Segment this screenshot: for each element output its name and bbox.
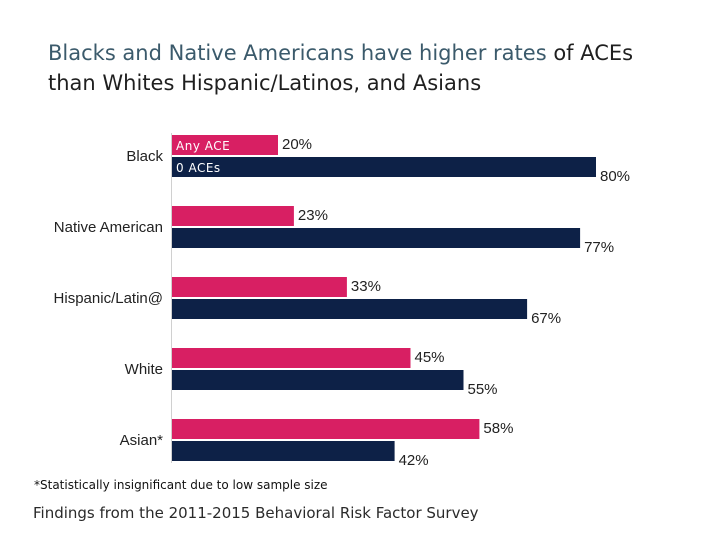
title-part-1: Blacks and Native Americans have higher … <box>48 41 547 65</box>
category-label: Black <box>126 148 163 165</box>
bar-any-ace <box>172 277 347 297</box>
data-label: 33% <box>351 278 381 295</box>
bar-zero-aces <box>172 370 464 390</box>
title-part-2: of ACEs <box>546 41 634 65</box>
category-label: Hispanic/Latin@ <box>54 290 163 307</box>
data-label: 58% <box>483 420 513 437</box>
bar-zero-aces <box>172 441 395 461</box>
bar-zero-aces <box>172 228 581 248</box>
title-line-2: than Whites Hispanic/Latinos, and Asians <box>48 71 482 95</box>
chart-title: Blacks and Native Americans have higher … <box>48 38 688 98</box>
footnote: *Statistically insignificant due to low … <box>34 478 328 492</box>
category-label: Asian* <box>120 432 164 449</box>
bar-any-ace <box>172 419 480 439</box>
legend-entry-any-ace: Any ACE <box>176 139 230 153</box>
bar-zero-aces <box>172 157 596 177</box>
data-label: 23% <box>298 207 328 224</box>
source-note: Findings from the 2011-2015 Behavioral R… <box>33 504 479 522</box>
bar-any-ace <box>172 135 278 155</box>
data-label: 55% <box>468 381 498 398</box>
data-label: 42% <box>399 452 429 469</box>
data-label: 20% <box>282 136 312 153</box>
category-label: Native American <box>54 219 163 236</box>
bar-any-ace <box>172 348 411 368</box>
legend-entry-zero-aces: 0 ACEs <box>176 161 221 175</box>
data-label: 67% <box>531 310 561 327</box>
bar-any-ace <box>172 206 294 226</box>
data-label: 80% <box>600 168 630 185</box>
bar-zero-aces <box>172 299 528 319</box>
data-label: 77% <box>584 239 614 256</box>
data-label: 45% <box>415 349 445 366</box>
category-label: White <box>125 361 163 378</box>
